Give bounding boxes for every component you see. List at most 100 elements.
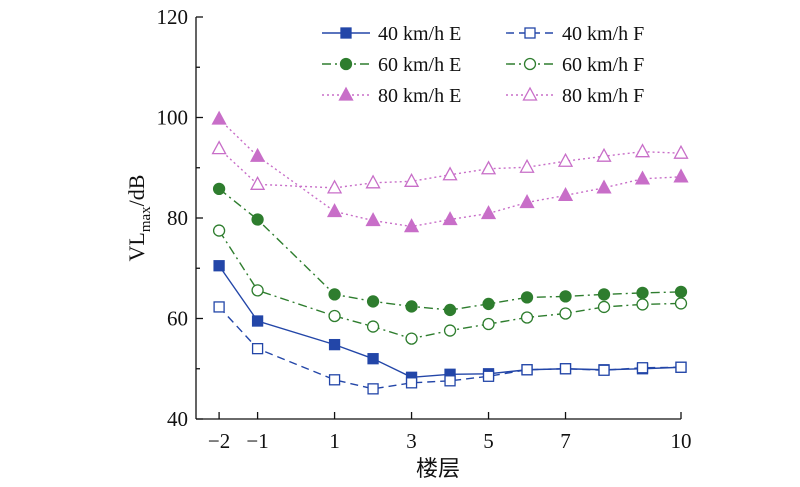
data-point — [326, 203, 343, 218]
series-line — [218, 306, 682, 390]
data-point — [519, 194, 535, 209]
data-point — [365, 174, 381, 189]
data-point — [636, 298, 649, 311]
series-3 — [212, 224, 688, 345]
data-point — [328, 309, 341, 323]
legend-item: 60 km/h F — [506, 54, 644, 76]
data-point — [211, 140, 227, 155]
data-point — [251, 213, 264, 226]
x-tick-label: 5 — [483, 429, 494, 453]
data-point — [443, 303, 457, 317]
data-point — [211, 110, 227, 125]
legend-label: 40 km/h E — [378, 23, 461, 45]
series-line — [218, 118, 682, 228]
data-point — [328, 374, 341, 386]
series-line — [218, 188, 682, 311]
legend-swatch-marker — [339, 57, 353, 71]
legend-item: 40 km/h F — [506, 23, 644, 45]
y-tick-label: 60 — [167, 307, 188, 331]
data-point — [366, 320, 380, 333]
data-point — [443, 324, 457, 337]
x-tick-label: 3 — [406, 429, 417, 453]
data-point — [367, 353, 379, 365]
series-1 — [213, 301, 687, 395]
data-point — [328, 338, 341, 351]
data-point — [597, 288, 611, 301]
data-point — [482, 317, 495, 331]
series-5 — [211, 140, 689, 194]
data-point — [520, 311, 534, 324]
data-point — [251, 315, 264, 327]
data-point — [405, 300, 418, 313]
legend-label: 60 km/h F — [562, 54, 644, 76]
data-point — [326, 179, 343, 194]
data-point — [366, 295, 380, 308]
x-tick-label: 10 — [671, 429, 692, 453]
data-point — [559, 307, 572, 320]
y-tick-label: 80 — [167, 206, 188, 230]
data-point — [636, 362, 649, 374]
legend-label: 40 km/h F — [562, 23, 644, 45]
data-point — [249, 175, 266, 190]
legend-swatch-marker — [523, 57, 537, 71]
x-axis-title: 楼层 — [416, 456, 460, 481]
data-point — [213, 301, 225, 313]
series-line — [218, 265, 682, 379]
data-point — [212, 182, 226, 196]
data-point — [557, 187, 574, 202]
data-point — [559, 290, 572, 303]
data-point — [212, 224, 226, 237]
data-point — [403, 218, 420, 233]
series-2 — [212, 182, 688, 317]
y-axis-title-unit: /dB — [124, 175, 149, 207]
y-axis-title-sub: max — [138, 206, 154, 232]
y-axis-title-main: VL — [124, 232, 149, 261]
series-4 — [211, 110, 689, 233]
data-point — [405, 332, 418, 345]
data-point — [521, 364, 533, 376]
data-point — [519, 158, 535, 173]
legend-item: 80 km/h E — [322, 85, 461, 107]
series-0 — [213, 260, 687, 383]
y-tick-label: 40 — [167, 407, 188, 431]
data-point — [557, 152, 574, 167]
data-point — [634, 170, 651, 185]
data-point — [482, 370, 495, 382]
legend-swatch-marker — [338, 86, 354, 101]
legend-label: 80 km/h F — [562, 85, 644, 107]
y-tick-label: 100 — [157, 106, 189, 130]
data-point — [442, 166, 458, 181]
series-line — [218, 230, 682, 340]
y-tick-label: 120 — [157, 5, 189, 29]
data-point — [673, 144, 689, 159]
data-point — [673, 168, 689, 183]
legend-label: 60 km/h E — [378, 54, 461, 76]
legend-item: 40 km/h E — [322, 23, 461, 45]
x-tick-label: −1 — [246, 429, 268, 453]
data-point — [367, 383, 379, 395]
data-point — [674, 285, 688, 299]
y-axis-title: VLmax/dB — [124, 175, 154, 262]
data-point — [598, 364, 610, 376]
legend-item: 80 km/h F — [506, 85, 644, 107]
legend: 40 km/h E 40 km/h F 60 km/h E 60 km/h F 80 k… — [322, 23, 644, 107]
legend-swatch-marker — [340, 27, 352, 39]
data-point — [596, 179, 612, 194]
data-point — [634, 143, 651, 158]
x-tick-label: 1 — [329, 429, 340, 453]
data-point — [480, 160, 497, 175]
data-point — [636, 286, 649, 300]
data-point — [251, 284, 264, 297]
legend-swatch-marker — [524, 27, 536, 39]
data-point — [559, 363, 572, 375]
data-point — [597, 300, 611, 314]
data-point — [674, 297, 688, 310]
legend-swatch-marker — [522, 86, 538, 101]
series-line — [218, 148, 682, 189]
series-layer — [211, 110, 689, 395]
data-point — [480, 205, 497, 220]
data-point — [328, 288, 341, 301]
data-point — [251, 342, 264, 355]
axes — [195, 17, 681, 420]
